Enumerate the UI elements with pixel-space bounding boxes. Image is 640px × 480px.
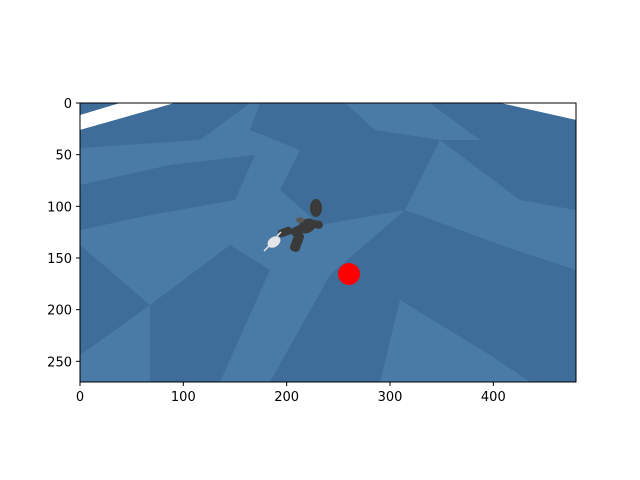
agent-robot [277, 199, 323, 252]
agent-hand [263, 231, 282, 252]
x-tick-label: 400 [481, 390, 506, 405]
axes-frame [79, 102, 577, 383]
x-tick-label: 0 [76, 390, 84, 405]
x-axis: 0 100 200 300 400 [76, 382, 506, 405]
x-tick-label: 200 [274, 390, 299, 405]
scene-image [80, 103, 576, 382]
y-axis: 0 50 100 150 200 250 [47, 97, 80, 370]
floor-checker-dark [80, 103, 576, 382]
y-tick-label: 0 [64, 97, 72, 112]
x-tick-label: 300 [378, 390, 403, 405]
y-tick-label: 250 [47, 355, 72, 370]
x-tick-label: 100 [171, 390, 196, 405]
y-tick-label: 200 [47, 304, 72, 319]
target-ball [338, 263, 360, 285]
y-tick-label: 50 [55, 149, 72, 164]
y-tick-label: 100 [47, 200, 72, 215]
y-tick-label: 150 [47, 252, 72, 267]
